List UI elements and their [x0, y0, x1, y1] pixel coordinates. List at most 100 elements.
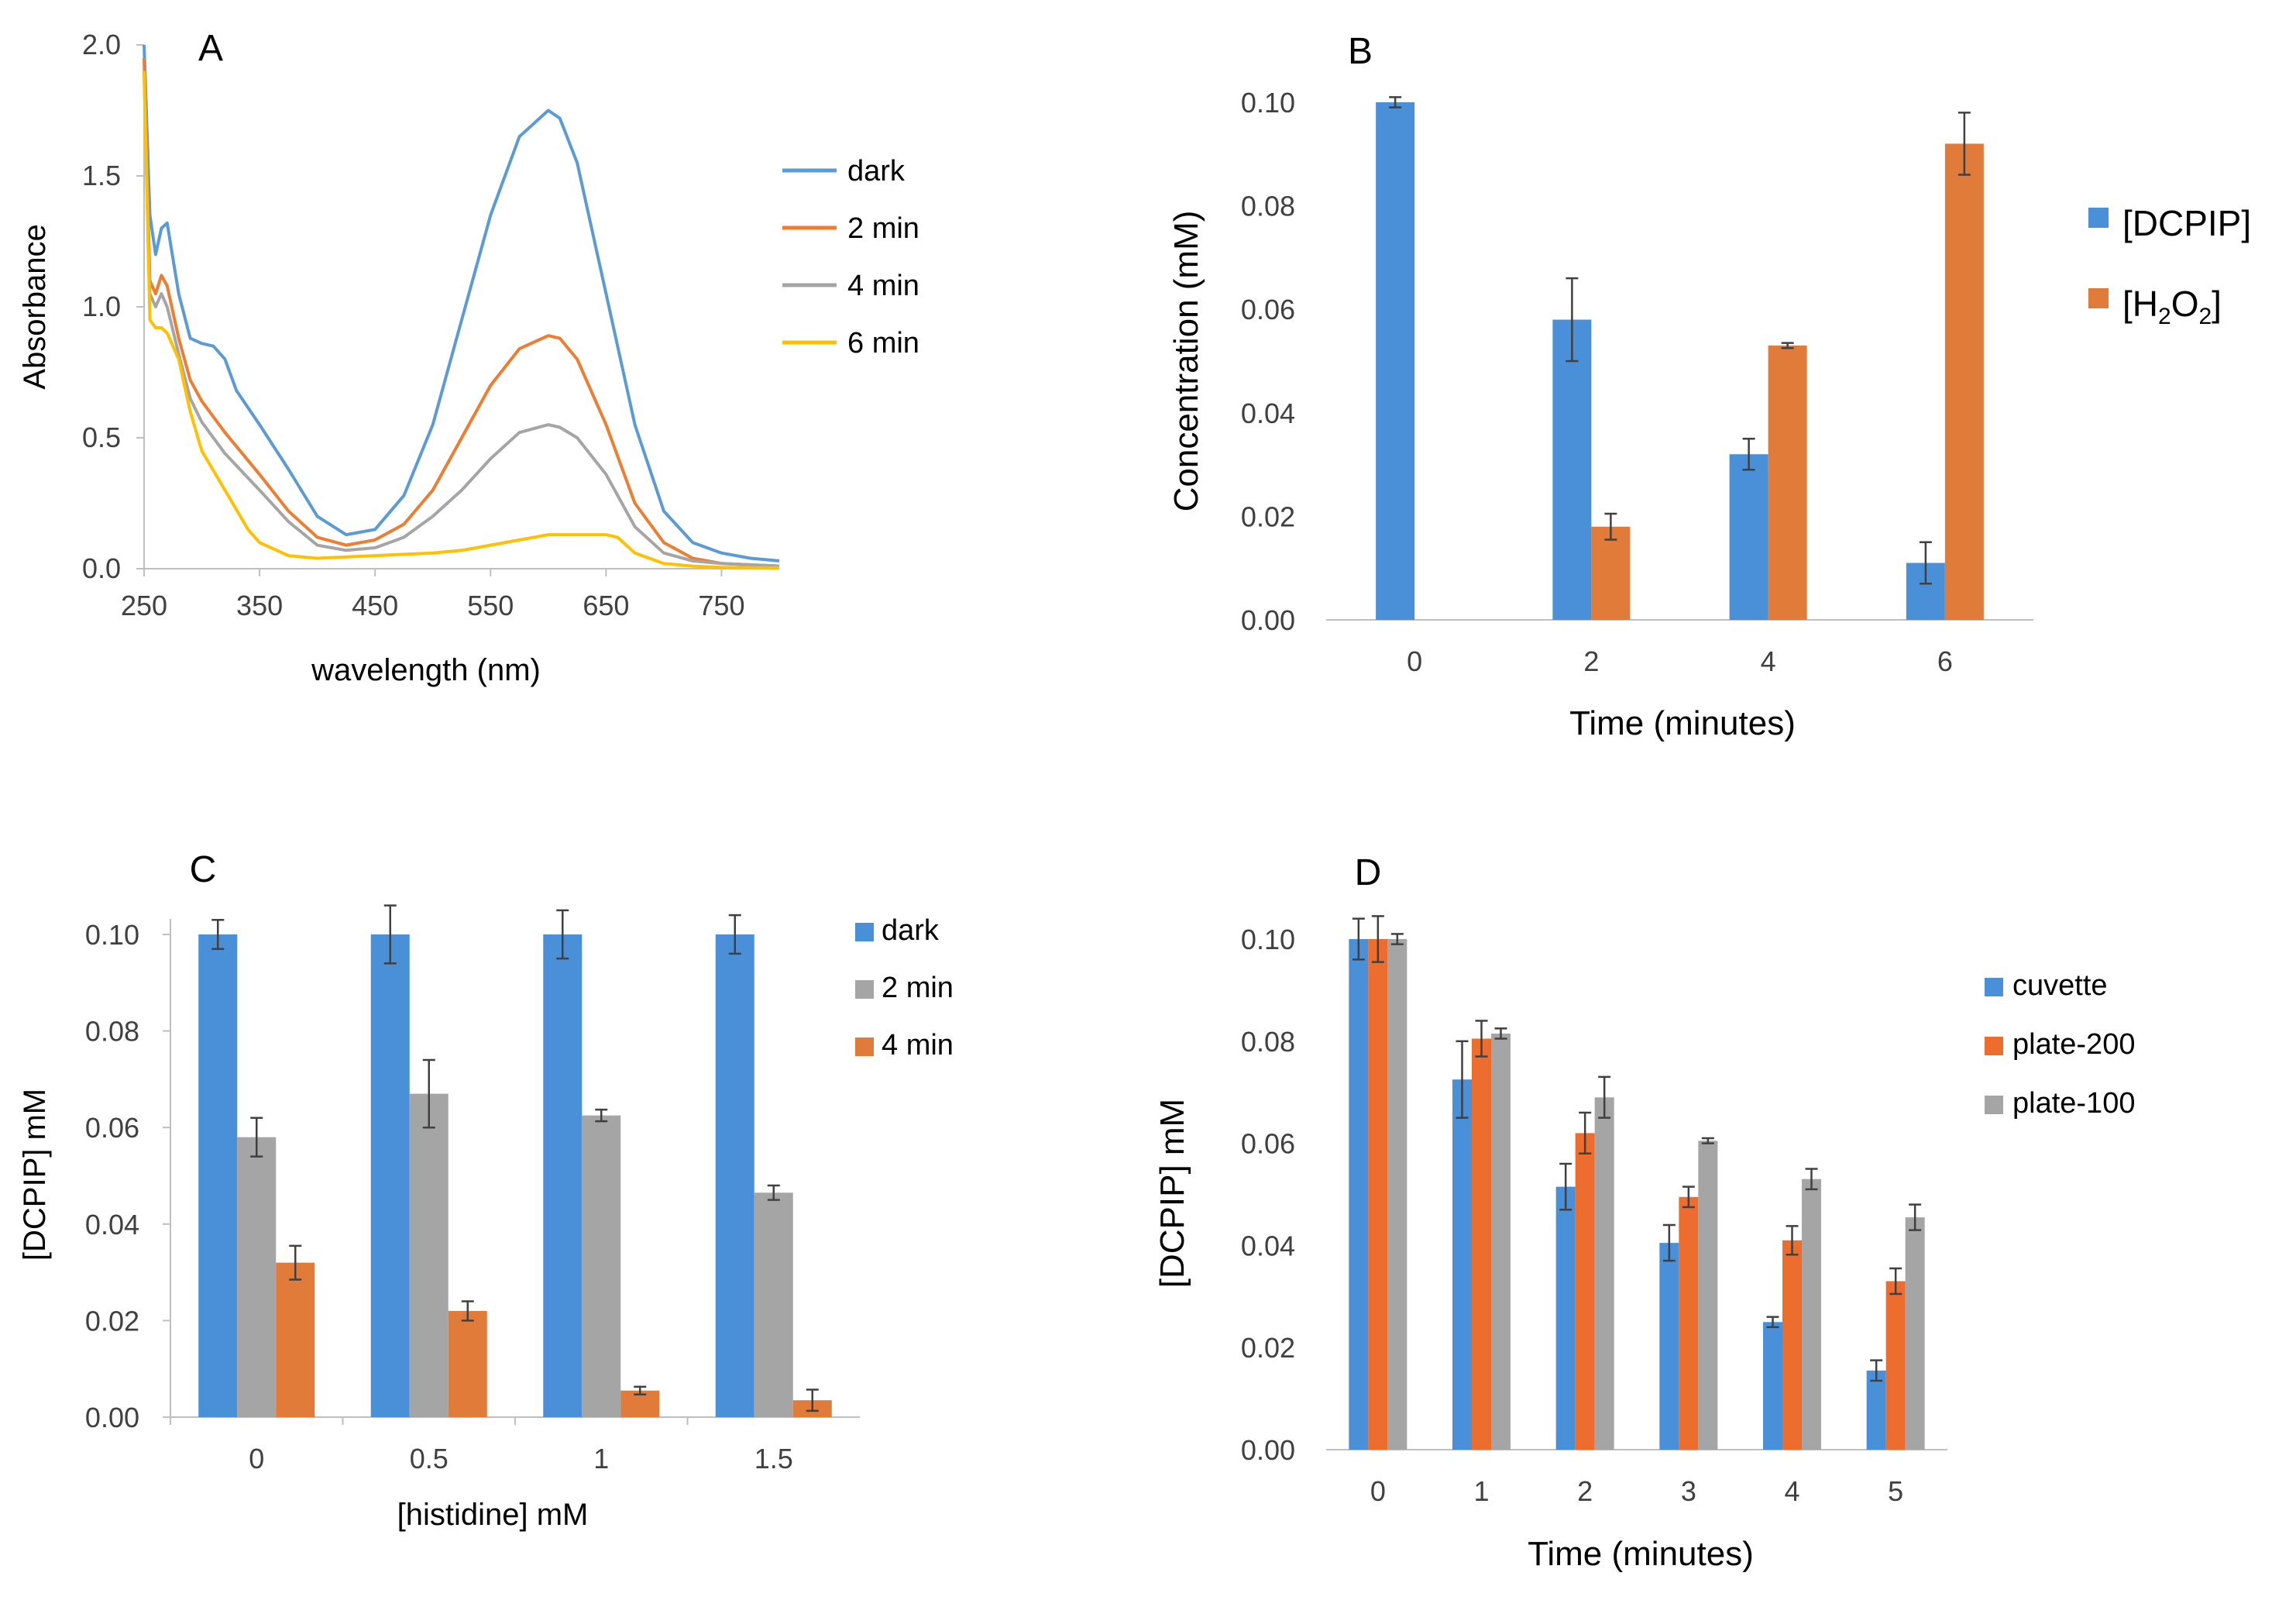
y-tick-label: 1.0 — [82, 291, 121, 322]
legend-swatch — [2088, 288, 2109, 308]
x-tick-label: 1.5 — [754, 1443, 793, 1474]
bar-H2O2-6 — [1944, 143, 1984, 620]
legend-text-part: [H — [2122, 284, 2158, 324]
y-tick-label: 0.5 — [82, 422, 121, 453]
panel-label: C — [190, 849, 217, 890]
legend-entry: 2 min — [882, 972, 954, 1004]
legend-swatch — [2088, 208, 2109, 228]
bar-plate-200-2 — [1575, 1133, 1595, 1450]
y-axis-label: [DCPIP] mM — [1153, 1099, 1191, 1288]
x-tick-label: 5 — [1888, 1475, 1903, 1507]
y-tick-label: 0.04 — [1241, 397, 1295, 429]
x-tick-label: 4 — [1784, 1475, 1799, 1507]
y-tick-label: 0.06 — [1241, 1128, 1295, 1160]
y-tick-label: 0.06 — [85, 1112, 139, 1144]
y-tick-label: 1.5 — [82, 160, 121, 191]
bar-plate-100-3 — [1698, 1141, 1718, 1450]
bar-cuvette-1 — [1452, 1079, 1472, 1450]
bar-dark-1 — [543, 934, 583, 1417]
bar-cuvette-3 — [1659, 1243, 1679, 1450]
x-tick-label: 550 — [467, 590, 514, 621]
bar-plate-100-1 — [1491, 1033, 1511, 1450]
x-tick-label: 650 — [583, 590, 629, 621]
legend-entry: plate-100 — [2012, 1087, 2135, 1120]
series-line-dark — [143, 44, 780, 563]
x-tick-label: 0 — [249, 1443, 264, 1474]
panel-d: 0.00 0.02 0.04 0.06 0.08 0.10 0 1 2 3 4 5 cuvette pla… — [1153, 852, 2135, 1573]
y-tick-label: 0.00 — [1241, 604, 1295, 636]
panel-label: B — [1348, 31, 1373, 72]
bar-plate-200-4 — [1782, 1240, 1802, 1450]
bar-cuvette-4 — [1763, 1322, 1782, 1450]
panel-a: 0.0 0.5 1.0 1.5 2.0 250 350 450 550 650 750 dark 2 m… — [18, 28, 919, 687]
bar-4min-0.5 — [448, 1310, 487, 1417]
bar-cuvette-2 — [1555, 1186, 1576, 1450]
bar-dark-0.5 — [370, 934, 410, 1417]
bar-H2O2-2 — [1591, 526, 1631, 620]
bar-4min-0 — [276, 1262, 315, 1417]
legend-swatch — [1985, 1037, 2003, 1055]
x-axis-label: Time (minutes) — [1569, 704, 1796, 742]
legend-entry: cuvette — [2012, 969, 2108, 1002]
legend-text-part: 2 — [2198, 304, 2212, 329]
bar-DCPIP-0 — [1376, 102, 1415, 620]
legend-entry: dark — [847, 155, 906, 188]
legend-entry: 6 min — [847, 327, 919, 360]
y-tick-label: 2.0 — [82, 29, 121, 60]
x-tick-label: 2 — [1577, 1475, 1593, 1507]
x-tick-label: 3 — [1681, 1475, 1696, 1507]
y-tick-label: 0.08 — [1241, 1026, 1295, 1058]
legend-entry: 4 min — [882, 1029, 954, 1062]
bar-DCPIP-2 — [1552, 319, 1592, 620]
y-tick-label: 0.04 — [1241, 1230, 1295, 1261]
y-tick-label: 0.00 — [1241, 1434, 1295, 1466]
legend-entry: 2 min — [847, 212, 919, 245]
bar-plate-100-0 — [1387, 939, 1408, 1450]
bar-plate-200-1 — [1472, 1038, 1491, 1450]
x-tick-label: 0 — [1370, 1475, 1386, 1507]
y-tick-label: 0.02 — [1241, 501, 1295, 532]
x-tick-label: 6 — [1937, 645, 1953, 677]
x-tick-label: 1 — [593, 1443, 609, 1474]
y-tick-label: 0.08 — [85, 1016, 139, 1048]
x-tick-label: 4 — [1761, 645, 1776, 677]
legend-text-part: O — [2171, 284, 2199, 324]
legend-entry-h2o2: [H2O2] — [2122, 284, 2222, 329]
bar-plate-200-0 — [1368, 939, 1388, 1450]
legend-text-part: ] — [2212, 284, 2222, 324]
legend-swatch — [1985, 978, 2003, 996]
y-tick-label: 0.04 — [85, 1209, 139, 1240]
y-tick-label: 0.10 — [85, 919, 139, 951]
bar-plate-200-5 — [1885, 1281, 1906, 1450]
x-tick-label: 350 — [236, 590, 283, 621]
panel-c: 0.00 0.02 0.04 0.06 0.08 0.10 0 0.5 1 1.5 dark 2 mi… — [18, 849, 954, 1532]
y-tick-label: 0.00 — [85, 1402, 139, 1433]
y-tick-label: 0.10 — [1241, 924, 1295, 955]
bar-2min-0.5 — [409, 1093, 449, 1417]
legend-swatch — [1985, 1096, 2003, 1114]
y-tick-label: 0.02 — [1241, 1332, 1295, 1364]
bar-plate-100-2 — [1594, 1097, 1614, 1450]
x-tick-label: 0.5 — [410, 1443, 449, 1474]
x-tick-label: 250 — [121, 590, 167, 621]
legend-entry: dark — [882, 914, 940, 947]
bar-plate-100-5 — [1905, 1217, 1925, 1450]
x-tick-label: 450 — [352, 590, 398, 621]
legend-swatch — [855, 1037, 874, 1056]
bar-2min-1 — [582, 1115, 621, 1417]
bar-2min-0 — [237, 1137, 277, 1417]
x-axis-label: [histidine] mM — [397, 1498, 589, 1532]
bar-DCPIP-4 — [1729, 454, 1768, 620]
series-line-4-min — [143, 71, 780, 568]
legend-entry: [DCPIP] — [2122, 203, 2251, 243]
y-tick-label: 0.0 — [82, 552, 121, 584]
x-axis-label: Time (minutes) — [1528, 1535, 1754, 1573]
series-line-2-min — [143, 57, 780, 568]
y-axis-label: Concentration (mM) — [1167, 211, 1205, 512]
bar-cuvette-5 — [1866, 1370, 1886, 1450]
legend-swatch — [855, 980, 874, 999]
bar-dark-1.5 — [715, 934, 754, 1417]
y-tick-label: 0.02 — [85, 1305, 139, 1337]
y-tick-label: 0.10 — [1241, 87, 1295, 119]
